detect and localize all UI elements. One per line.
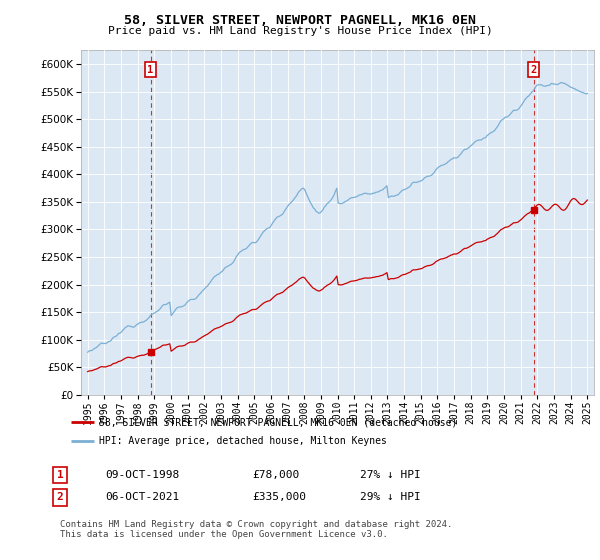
Text: Contains HM Land Registry data © Crown copyright and database right 2024.
This d: Contains HM Land Registry data © Crown c… xyxy=(60,520,452,539)
Text: 09-OCT-1998: 09-OCT-1998 xyxy=(105,470,179,480)
Text: £335,000: £335,000 xyxy=(252,492,306,502)
Text: 06-OCT-2021: 06-OCT-2021 xyxy=(105,492,179,502)
Text: 58, SILVER STREET, NEWPORT PAGNELL, MK16 0EN (detached house): 58, SILVER STREET, NEWPORT PAGNELL, MK16… xyxy=(100,418,458,427)
Text: 2: 2 xyxy=(530,65,537,74)
Text: 58, SILVER STREET, NEWPORT PAGNELL, MK16 0EN: 58, SILVER STREET, NEWPORT PAGNELL, MK16… xyxy=(124,14,476,27)
Text: 2: 2 xyxy=(56,492,64,502)
Text: 27% ↓ HPI: 27% ↓ HPI xyxy=(360,470,421,480)
Text: 1: 1 xyxy=(148,65,154,74)
Text: Price paid vs. HM Land Registry's House Price Index (HPI): Price paid vs. HM Land Registry's House … xyxy=(107,26,493,36)
Text: 29% ↓ HPI: 29% ↓ HPI xyxy=(360,492,421,502)
Text: 1: 1 xyxy=(56,470,64,480)
Text: HPI: Average price, detached house, Milton Keynes: HPI: Average price, detached house, Milt… xyxy=(100,436,387,446)
Text: £78,000: £78,000 xyxy=(252,470,299,480)
